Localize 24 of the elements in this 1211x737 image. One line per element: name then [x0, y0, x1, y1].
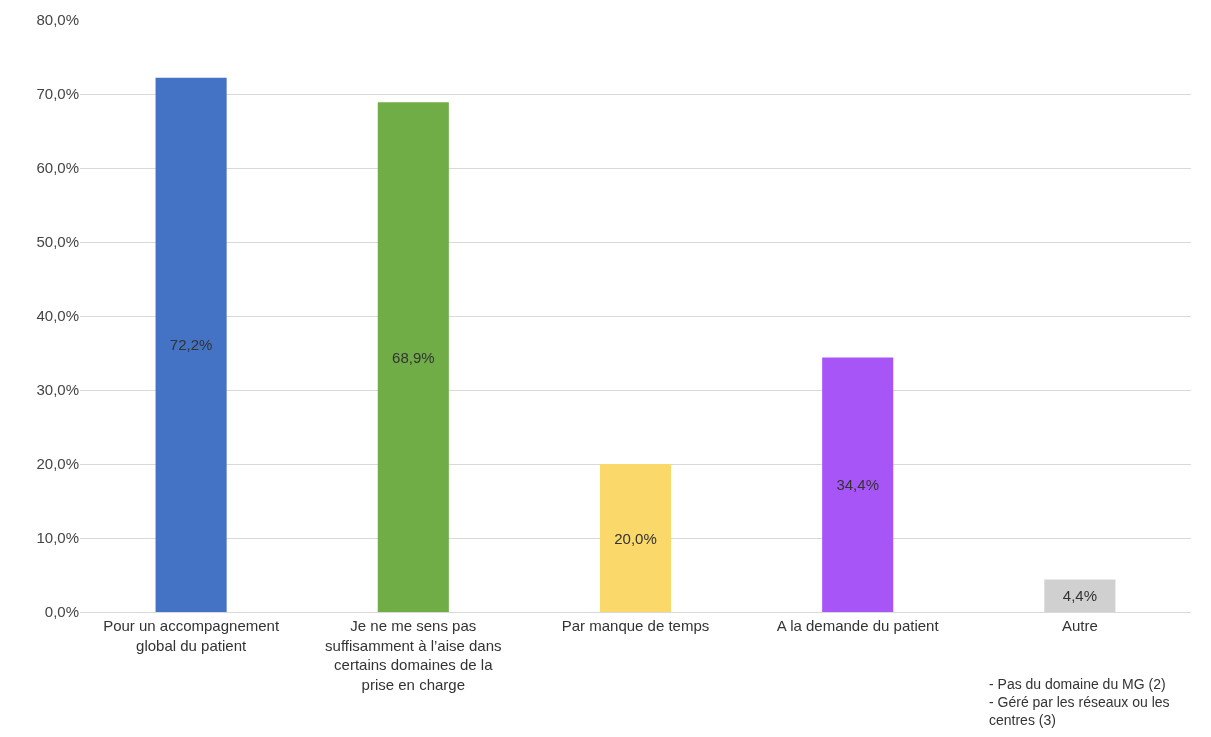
x-tick-label: Par manque de temps	[561, 617, 710, 634]
data-label: 34,4%	[836, 476, 879, 494]
data-label: 4,4%	[1062, 587, 1097, 605]
x-tick-label: Autre	[1061, 617, 1098, 634]
y-tick-label: 0,0%	[44, 603, 79, 621]
text: - Pas du domaine du MG (2) - Géré par les réseaux ou les centres (3)	[989, 676, 1170, 729]
bar	[377, 102, 449, 612]
bar	[822, 357, 894, 612]
y-tick-label: 50,0%	[36, 233, 79, 251]
bar	[599, 464, 672, 612]
y-tick-label: 30,0%	[36, 381, 79, 399]
data-label: 20,0%	[614, 529, 657, 547]
x-tick-label: Je ne me sens pas suffisamment à l’aise dans certains domaines de la prise en charge	[325, 617, 502, 693]
data-label: 68,9%	[392, 348, 435, 366]
y-tick-label: 10,0%	[36, 529, 79, 547]
bar	[155, 77, 227, 612]
y-tick-label: 60,0%	[36, 159, 79, 177]
x-tick-label: Pour un accompagnement global du patient	[103, 617, 280, 654]
data-label: 72,2%	[169, 336, 213, 354]
y-tick-label: 40,0%	[36, 307, 79, 325]
y-tick-label: 80,0%	[36, 11, 79, 29]
y-tick-label: 70,0%	[36, 85, 79, 103]
x-tick-label: A la demande du patient	[776, 617, 940, 634]
y-tick-label: 20,0%	[36, 455, 79, 473]
